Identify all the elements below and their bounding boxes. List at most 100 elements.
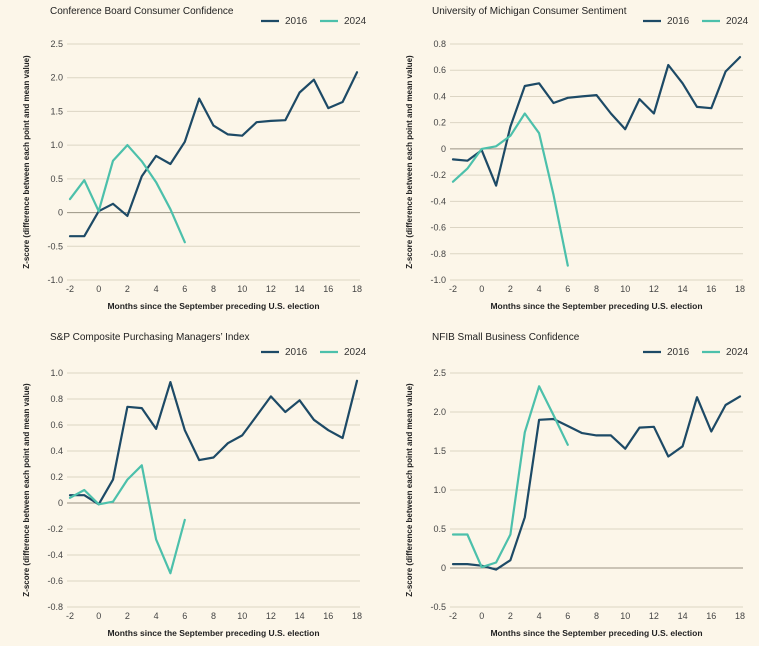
- y-tick-label: 2.0: [433, 407, 446, 417]
- y-tick-label: -0.2: [47, 524, 63, 534]
- x-tick-label: 2: [125, 284, 130, 294]
- x-tick-label: 0: [479, 284, 484, 294]
- series-line-2024: [68, 464, 186, 575]
- y-tick-label: 0.2: [50, 472, 63, 482]
- y-tick-label: 0: [441, 144, 446, 154]
- x-tick-label: 12: [266, 284, 276, 294]
- legend-label-2016: 2016: [285, 347, 308, 358]
- x-tick-label: 8: [594, 284, 599, 294]
- y-tick-label: 0.4: [433, 91, 446, 101]
- x-tick-label: 14: [295, 284, 305, 294]
- x-tick-label: 16: [323, 284, 333, 294]
- chart-title: Conference Board Consumer Confidence: [50, 6, 234, 17]
- x-tick-label: 18: [735, 284, 745, 294]
- series-line-2024: [451, 385, 569, 569]
- legend-label-2016: 2016: [285, 16, 308, 27]
- y-tick-label: 0.5: [50, 174, 63, 184]
- x-tick-label: -2: [449, 611, 457, 621]
- x-tick-label: 4: [154, 611, 159, 621]
- chart-panel-2: University of Michigan Consumer Sentimen…: [405, 6, 749, 311]
- x-tick-label: 6: [565, 611, 570, 621]
- series-line-2016: [68, 71, 359, 238]
- y-tick-label: 0.8: [50, 394, 63, 404]
- series-line-2016: [451, 55, 742, 187]
- y-tick-label: -1.0: [430, 275, 446, 285]
- x-tick-label: 16: [706, 611, 716, 621]
- x-tick-label: 10: [620, 284, 630, 294]
- y-tick-label: -1.0: [47, 275, 63, 285]
- series-line-2024: [451, 112, 569, 267]
- x-tick-label: 0: [96, 284, 101, 294]
- x-axis-title: Months since the September preceding U.S…: [490, 301, 702, 311]
- legend-label-2016: 2016: [667, 347, 690, 358]
- y-tick-label: 1.0: [50, 140, 63, 150]
- y-tick-label: 0.6: [433, 65, 446, 75]
- x-tick-label: 14: [295, 611, 305, 621]
- x-tick-label: 18: [735, 611, 745, 621]
- x-tick-label: 12: [649, 284, 659, 294]
- x-tick-label: 10: [620, 611, 630, 621]
- y-tick-label: -0.2: [430, 170, 446, 180]
- x-axis-title: Months since the September preceding U.S…: [490, 628, 702, 638]
- y-tick-label: 0: [58, 498, 63, 508]
- chart-title: University of Michigan Consumer Sentimen…: [432, 6, 627, 17]
- x-tick-label: 8: [211, 284, 216, 294]
- legend-label-2024: 2024: [726, 16, 749, 27]
- series-line-2016: [68, 379, 359, 506]
- y-axis-title: Z-score (difference between each point a…: [22, 55, 31, 269]
- x-tick-label: 4: [537, 284, 542, 294]
- y-tick-label: 2.0: [50, 73, 63, 83]
- y-tick-label: -0.5: [47, 241, 63, 251]
- chart-panel-3: S&P Composite Purchasing Managers’ Index…: [22, 332, 367, 638]
- y-tick-label: 0: [441, 563, 446, 573]
- legend-label-2024: 2024: [344, 347, 367, 358]
- x-tick-label: 16: [706, 284, 716, 294]
- y-tick-label: -0.4: [47, 550, 63, 560]
- y-tick-label: -0.5: [430, 602, 446, 612]
- y-tick-label: 0: [58, 208, 63, 218]
- series-line-2024: [68, 144, 186, 244]
- series-line-2016: [451, 395, 742, 571]
- y-tick-label: -0.4: [430, 196, 446, 206]
- chart-title: S&P Composite Purchasing Managers’ Index: [50, 332, 250, 343]
- x-tick-label: -2: [449, 284, 457, 294]
- y-tick-label: 0.5: [433, 524, 446, 534]
- y-tick-label: 2.5: [433, 368, 446, 378]
- x-tick-label: -2: [66, 611, 74, 621]
- x-tick-label: 18: [352, 611, 362, 621]
- y-tick-label: 1.5: [50, 106, 63, 116]
- x-tick-label: 18: [352, 284, 362, 294]
- x-tick-label: 4: [537, 611, 542, 621]
- y-axis-title: Z-score (difference between each point a…: [405, 383, 414, 597]
- y-tick-label: 2.5: [50, 39, 63, 49]
- x-tick-label: 6: [565, 284, 570, 294]
- y-tick-label: 0.8: [433, 39, 446, 49]
- x-tick-label: 8: [211, 611, 216, 621]
- x-tick-label: 0: [96, 611, 101, 621]
- x-tick-label: 12: [266, 611, 276, 621]
- y-tick-label: 1.0: [50, 368, 63, 378]
- y-tick-label: -0.6: [47, 576, 63, 586]
- y-tick-label: 1.5: [433, 446, 446, 456]
- x-tick-label: 14: [678, 284, 688, 294]
- chart-panel-1: Conference Board Consumer Confidence2016…: [22, 6, 367, 311]
- y-tick-label: -0.8: [47, 602, 63, 612]
- y-tick-label: 0.6: [50, 420, 63, 430]
- x-tick-label: 0: [479, 611, 484, 621]
- x-tick-label: 4: [154, 284, 159, 294]
- x-tick-label: 8: [594, 611, 599, 621]
- x-tick-label: 6: [182, 284, 187, 294]
- x-axis-title: Months since the September preceding U.S…: [107, 301, 319, 311]
- x-tick-label: 6: [182, 611, 187, 621]
- y-axis-title: Z-score (difference between each point a…: [22, 383, 31, 597]
- legend-label-2024: 2024: [726, 347, 749, 358]
- x-tick-label: 10: [237, 611, 247, 621]
- x-tick-label: 2: [508, 284, 513, 294]
- x-axis-title: Months since the September preceding U.S…: [107, 628, 319, 638]
- x-tick-label: 10: [237, 284, 247, 294]
- y-tick-label: 0.4: [50, 446, 63, 456]
- y-tick-label: -0.8: [430, 249, 446, 259]
- x-tick-label: 14: [678, 611, 688, 621]
